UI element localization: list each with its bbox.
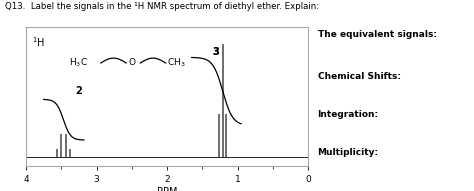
Text: Multiplicity:: Multiplicity: bbox=[318, 148, 379, 157]
Text: H$_3$C: H$_3$C bbox=[69, 57, 88, 69]
Text: Chemical Shifts:: Chemical Shifts: bbox=[318, 72, 401, 81]
Text: Q13.  Label the signals in the ¹H NMR spectrum of diethyl ether. Explain:: Q13. Label the signals in the ¹H NMR spe… bbox=[5, 2, 319, 11]
Text: $^1$H: $^1$H bbox=[32, 35, 45, 49]
Text: CH$_3$: CH$_3$ bbox=[167, 57, 186, 69]
Text: 2: 2 bbox=[75, 86, 82, 96]
Text: Integration:: Integration: bbox=[318, 110, 379, 119]
Text: O: O bbox=[128, 58, 136, 67]
Text: 3: 3 bbox=[212, 47, 219, 57]
X-axis label: PPM: PPM bbox=[157, 187, 177, 191]
Text: 3: 3 bbox=[212, 47, 219, 57]
Text: The equivalent signals:: The equivalent signals: bbox=[318, 30, 437, 39]
